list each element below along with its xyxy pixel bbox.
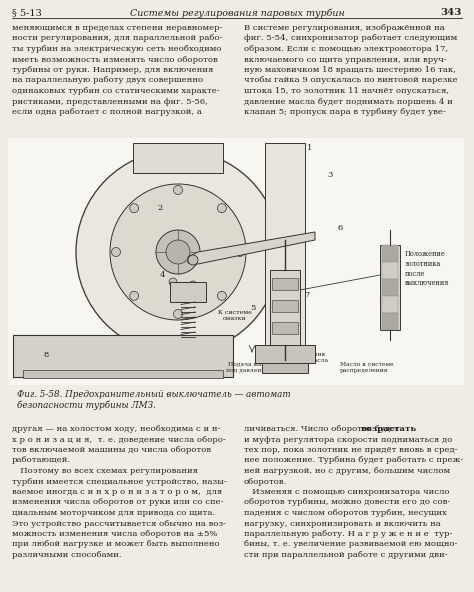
Bar bbox=[133, 143, 223, 173]
Text: образом. Если с помощью электромотора 17,: образом. Если с помощью электромотора 17… bbox=[244, 45, 448, 53]
Bar bbox=[8, 138, 464, 385]
Bar bbox=[255, 345, 315, 363]
Circle shape bbox=[130, 291, 139, 300]
Circle shape bbox=[156, 230, 200, 274]
Circle shape bbox=[76, 150, 280, 354]
Text: 5: 5 bbox=[250, 304, 255, 312]
Bar bbox=[272, 278, 298, 290]
Bar bbox=[13, 335, 233, 377]
Bar bbox=[265, 143, 305, 370]
Text: параллельную работу. Н а г р у ж е н и е  тур-: параллельную работу. Н а г р у ж е н и е… bbox=[244, 530, 452, 538]
Text: 1: 1 bbox=[307, 144, 313, 152]
Circle shape bbox=[218, 204, 227, 213]
Text: тех пор, пока золотник не придёт вновь в сред-: тех пор, пока золотник не придёт вновь в… bbox=[244, 446, 457, 454]
Text: В системе регулирования, изображённой на: В системе регулирования, изображённой на bbox=[244, 24, 445, 32]
Text: турбины от руки. Например, для включения: турбины от руки. Например, для включения bbox=[12, 66, 213, 74]
Text: возрастать: возрастать bbox=[361, 425, 418, 433]
Bar bbox=[382, 296, 398, 313]
Text: ваемое иногда с и н х р о н и з а т о р о м,  для: ваемое иногда с и н х р о н и з а т о р … bbox=[12, 488, 222, 496]
Text: работающей.: работающей. bbox=[12, 456, 71, 465]
Text: иметь возможность изменять число оборотов: иметь возможность изменять число оборото… bbox=[12, 56, 218, 63]
Bar bbox=[170, 282, 206, 302]
Text: § 5-13: § 5-13 bbox=[12, 8, 42, 17]
Text: при любой нагрузке и может быть выполнено: при любой нагрузке и может быть выполнен… bbox=[12, 540, 219, 549]
Text: падения с числом оборотов турбин, несущих: падения с числом оборотов турбин, несущи… bbox=[244, 509, 447, 517]
Text: ности регулирования, для параллельной рабо-: ности регулирования, для параллельной ра… bbox=[12, 34, 222, 43]
Bar bbox=[380, 245, 400, 330]
Text: изменения числа оборотов от руки или со спе-: изменения числа оборотов от руки или со … bbox=[12, 498, 224, 507]
Text: циальным моторчиком для привода со щита.: циальным моторчиком для привода со щита. bbox=[12, 509, 215, 517]
Bar bbox=[382, 279, 398, 295]
Text: 7: 7 bbox=[304, 291, 310, 299]
Text: если одна работает с полной нагрузкой, а: если одна работает с полной нагрузкой, а bbox=[12, 108, 202, 116]
Text: нее положение. Турбина будет работать с преж-: нее положение. Турбина будет работать с … bbox=[244, 456, 463, 465]
Text: на параллельную работу двух совершенно: на параллельную работу двух совершенно bbox=[12, 76, 203, 85]
Bar bbox=[382, 313, 398, 330]
Text: 343: 343 bbox=[441, 8, 462, 17]
Bar bbox=[272, 322, 298, 334]
Text: 6: 6 bbox=[337, 224, 343, 232]
Text: х р о н и з а ц и я,  т. е. доведение числа оборо-: х р о н и з а ц и я, т. е. доведение чис… bbox=[12, 436, 226, 443]
Circle shape bbox=[188, 255, 198, 265]
Text: штока 15, то золотник 11 начнёт опускаться,: штока 15, то золотник 11 начнёт опускать… bbox=[244, 87, 449, 95]
Text: 2: 2 bbox=[157, 204, 163, 212]
Text: Системы регулирования паровых турбин: Системы регулирования паровых турбин bbox=[129, 8, 345, 18]
Text: одинаковых турбин со статическими характе-: одинаковых турбин со статическими характ… bbox=[12, 87, 219, 95]
Text: Поэтому во всех схемах регулирования: Поэтому во всех схемах регулирования bbox=[12, 467, 198, 475]
Text: Слив
масла: Слив масла bbox=[310, 352, 329, 363]
Circle shape bbox=[173, 310, 182, 318]
Text: меняющимся в пределах степени неравномер-: меняющимся в пределах степени неравномер… bbox=[12, 24, 222, 32]
Bar bbox=[272, 300, 298, 312]
Text: чтобы гайка 9 опускалась по винтовой нарезке: чтобы гайка 9 опускалась по винтовой нар… bbox=[244, 76, 457, 85]
Circle shape bbox=[169, 278, 177, 286]
Text: тов включаемой машины до числа оборотов: тов включаемой машины до числа оборотов bbox=[12, 446, 211, 454]
Text: давление масла будет поднимать поршень 4 и: давление масла будет поднимать поршень 4… bbox=[244, 98, 453, 105]
Text: бины, т. е. увеличение развиваемой ею мощно-: бины, т. е. увеличение развиваемой ею мо… bbox=[244, 540, 457, 549]
Text: сти при параллельной работе с другими дви-: сти при параллельной работе с другими дв… bbox=[244, 551, 447, 559]
Bar bbox=[262, 363, 308, 373]
Text: Масло к системе
распределения: Масло к системе распределения bbox=[340, 362, 393, 373]
Text: ней нагрузкой, но с другим, большим числом: ней нагрузкой, но с другим, большим числ… bbox=[244, 467, 450, 475]
Text: личиваться. Число оборотов будет: личиваться. Число оборотов будет bbox=[244, 425, 402, 433]
Text: нагрузку, синхронизировать и включить на: нагрузку, синхронизировать и включить на bbox=[244, 520, 441, 527]
Text: оборотов.: оборотов. bbox=[244, 478, 287, 485]
Text: 4: 4 bbox=[159, 271, 165, 279]
Text: клапан 5; пропуск пара в турбину будет уве-: клапан 5; пропуск пара в турбину будет у… bbox=[244, 108, 446, 116]
Circle shape bbox=[130, 204, 139, 213]
Text: оборотов турбины, можно довести его до сов-: оборотов турбины, можно довести его до с… bbox=[244, 498, 450, 507]
Text: 3: 3 bbox=[328, 171, 333, 179]
Circle shape bbox=[189, 281, 197, 289]
Text: можность изменения числа оборотов на ±5%: можность изменения числа оборотов на ±5% bbox=[12, 530, 218, 538]
Text: безопасности турбины ЛМЗ.: безопасности турбины ЛМЗ. bbox=[17, 401, 156, 410]
Bar bbox=[382, 262, 398, 278]
Text: Изменяя с помощью синхронизатора число: Изменяя с помощью синхронизатора число bbox=[244, 488, 449, 496]
Text: другая — на холостом ходу, необходима с и н-: другая — на холостом ходу, необходима с … bbox=[12, 425, 220, 433]
Bar bbox=[382, 245, 398, 262]
Circle shape bbox=[166, 240, 190, 264]
Text: Фиг. 5-58. Предохранительный выключатель — автомат: Фиг. 5-58. Предохранительный выключатель… bbox=[17, 390, 291, 399]
Text: включаемого со щита управления, или вруч-: включаемого со щита управления, или вруч… bbox=[244, 56, 447, 63]
Polygon shape bbox=[188, 232, 315, 264]
Bar bbox=[23, 370, 223, 378]
Circle shape bbox=[111, 247, 120, 256]
Text: Положение
золотника
после
выключения: Положение золотника после выключения bbox=[405, 250, 449, 287]
Text: ристиками, представленными на фиг. 5-56,: ристиками, представленными на фиг. 5-56, bbox=[12, 98, 208, 105]
Text: различными способами.: различными способами. bbox=[12, 551, 122, 559]
Text: и муфта регулятора скорости подниматься до: и муфта регулятора скорости подниматься … bbox=[244, 436, 452, 443]
Text: фиг. 5-54, синхронизатор работает следующим: фиг. 5-54, синхронизатор работает следую… bbox=[244, 34, 457, 43]
Text: Подача масла
под давлением: Подача масла под давлением bbox=[226, 362, 274, 373]
Text: ты турбин на электрическую сеть необходимо: ты турбин на электрическую сеть необходи… bbox=[12, 45, 221, 53]
Circle shape bbox=[173, 185, 182, 195]
Text: К системе
смазки: К системе смазки bbox=[218, 310, 252, 321]
Circle shape bbox=[110, 184, 246, 320]
Bar bbox=[270, 270, 300, 345]
Text: ную маховичком 18 вращать шестерню 16 так,: ную маховичком 18 вращать шестерню 16 та… bbox=[244, 66, 456, 74]
Circle shape bbox=[218, 291, 227, 300]
Text: Это устройство рассчитывается обычно на воз-: Это устройство рассчитывается обычно на … bbox=[12, 520, 226, 527]
Text: 8: 8 bbox=[43, 351, 49, 359]
Text: турбин имеется специальное устройство, назы-: турбин имеется специальное устройство, н… bbox=[12, 478, 227, 485]
Circle shape bbox=[236, 247, 245, 256]
